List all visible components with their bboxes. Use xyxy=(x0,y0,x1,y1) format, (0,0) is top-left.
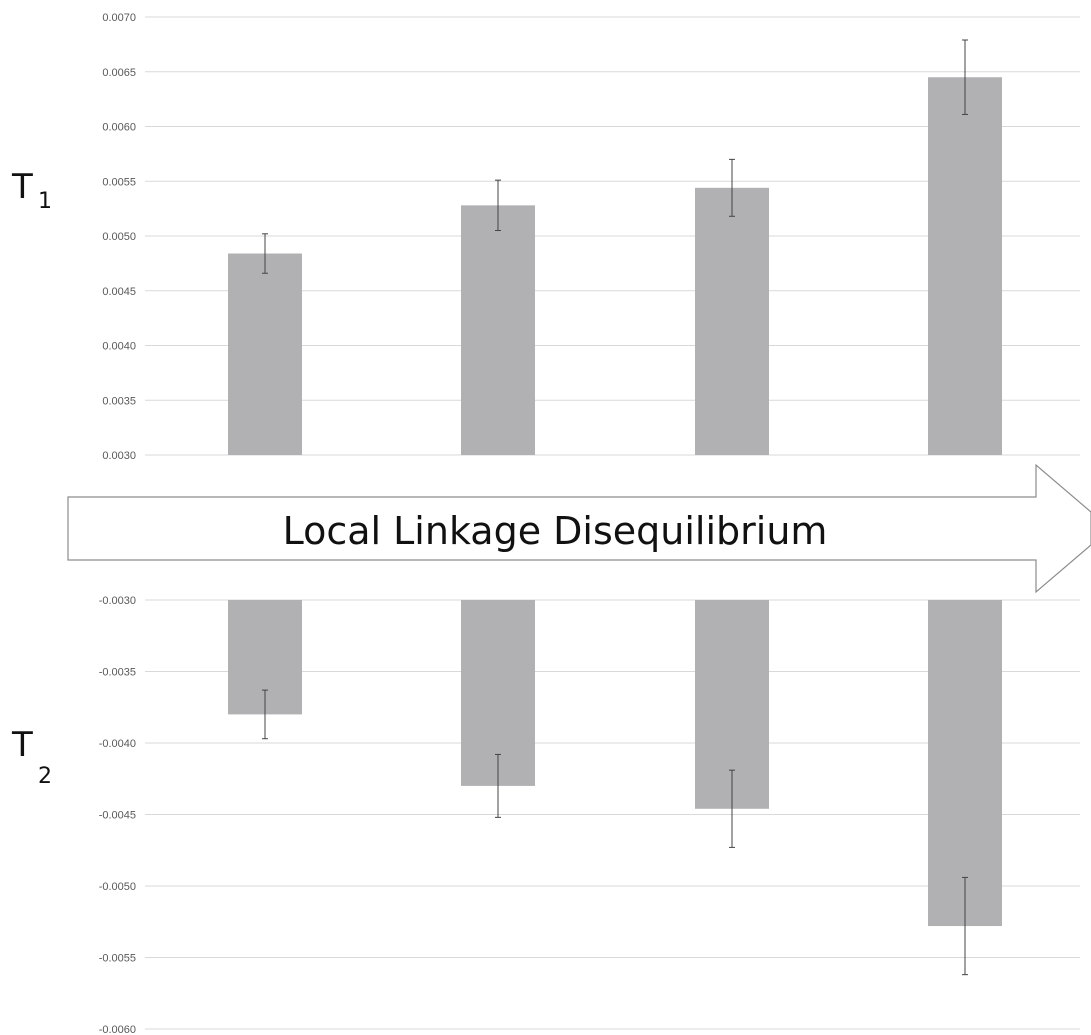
ld-arrow: Local Linkage Disequilibrium xyxy=(67,463,1091,594)
bottom-panel-label-sub: 2 xyxy=(38,764,52,789)
error-bar xyxy=(495,179,501,232)
y-tick-label: -0.0060 xyxy=(99,1024,136,1035)
y-tick-label: 0.0035 xyxy=(102,395,136,407)
arrow-icon xyxy=(67,463,1091,594)
y-tick-label: 0.0030 xyxy=(102,450,136,462)
bar xyxy=(461,205,535,455)
bottom-panel-label: T xyxy=(11,725,33,765)
error-bar xyxy=(495,753,501,818)
error-bar xyxy=(729,158,735,217)
y-tick-label: -0.0045 xyxy=(99,810,136,822)
y-tick-label: -0.0030 xyxy=(99,595,136,607)
y-tick-label: -0.0055 xyxy=(99,953,136,965)
y-tick-label: -0.0035 xyxy=(99,667,136,679)
y-tick-label: 0.0045 xyxy=(102,286,136,298)
y-tick-label: -0.0050 xyxy=(99,881,136,893)
bar xyxy=(928,77,1002,455)
y-tick-label: 0.0040 xyxy=(102,341,136,353)
bottom-chart: -0.0030 -0.0035 -0.0040 -0.0045 -0.0050 -0.00… xyxy=(99,595,1080,1035)
bar xyxy=(695,187,769,455)
y-tick-label: 0.0065 xyxy=(102,67,136,79)
error-bar xyxy=(729,769,735,848)
top-panel-label: T xyxy=(11,167,33,207)
error-bar xyxy=(262,689,268,740)
error-bar xyxy=(962,876,968,976)
y-tick-label: 0.0060 xyxy=(102,122,136,134)
y-tick-label: -0.0040 xyxy=(99,738,136,750)
y-tick-label: 0.0050 xyxy=(102,231,136,243)
bar xyxy=(228,253,302,455)
top-panel-label-sub: 1 xyxy=(38,189,52,214)
y-tick-label: 0.0070 xyxy=(102,12,136,24)
arrow-label: Local Linkage Disequilibrium xyxy=(283,509,828,553)
bar xyxy=(928,600,1002,927)
error-bar xyxy=(262,233,268,274)
y-tick-label: 0.0055 xyxy=(102,176,136,188)
error-bar xyxy=(962,39,968,115)
top-chart: 0.0070 0.0065 0.0060 0.0055 0.0050 0.0045 0.00… xyxy=(102,12,1080,462)
